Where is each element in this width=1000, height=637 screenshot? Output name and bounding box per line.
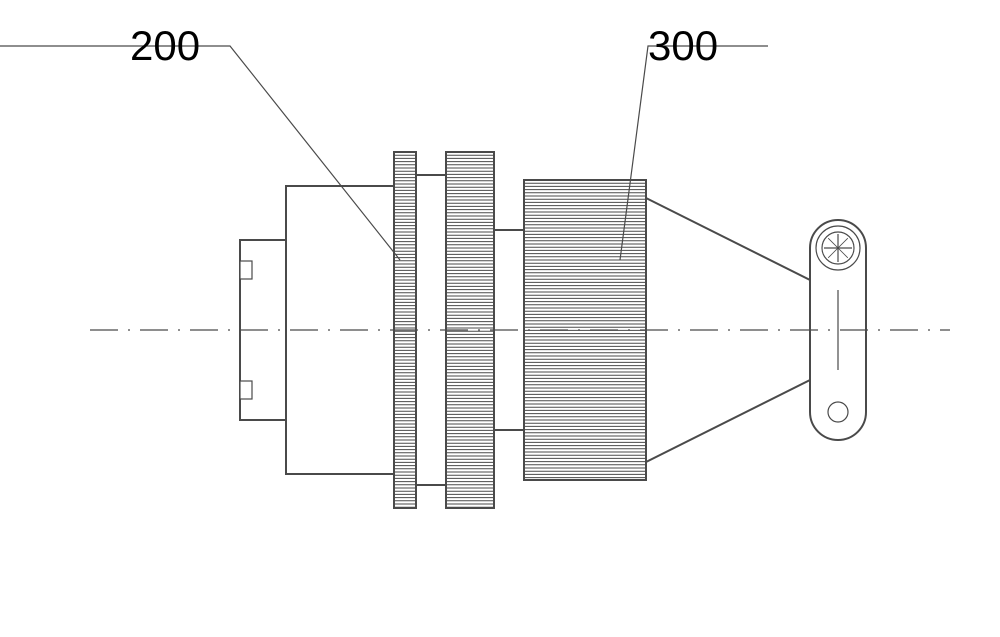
label-300: 300 xyxy=(648,22,718,69)
label-200: 200 xyxy=(130,22,200,69)
